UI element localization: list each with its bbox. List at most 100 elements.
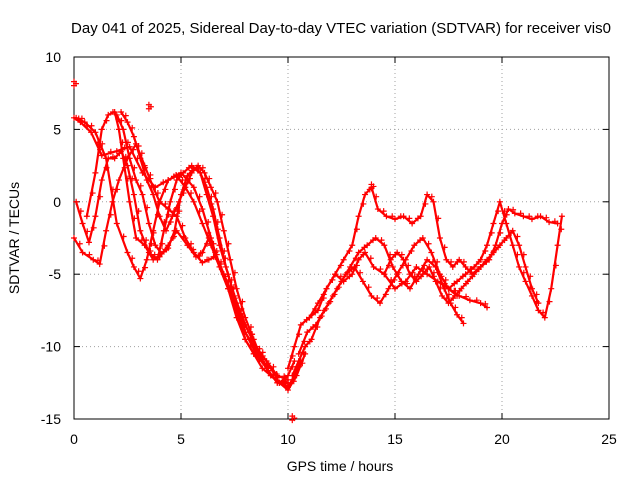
data-point <box>340 276 346 283</box>
data-point <box>118 117 125 124</box>
data-point <box>409 220 416 227</box>
data-point <box>424 191 431 198</box>
data-point <box>88 122 95 129</box>
data-point <box>497 229 504 236</box>
data-point <box>90 224 97 231</box>
data-point <box>516 242 523 249</box>
data-point <box>443 256 450 263</box>
data-point <box>387 251 394 258</box>
data-point <box>441 244 448 251</box>
data-point <box>179 177 186 184</box>
data-point <box>165 245 172 252</box>
data-point <box>180 169 187 176</box>
data-point <box>231 269 238 276</box>
data-point <box>154 256 161 263</box>
data-point <box>267 372 274 379</box>
data-point <box>329 276 336 283</box>
data-point <box>368 292 375 299</box>
data-point <box>520 251 527 258</box>
data-point <box>77 208 84 215</box>
data-point <box>448 258 455 265</box>
data-point <box>135 268 142 275</box>
data-point <box>176 208 183 215</box>
data-point <box>143 256 150 263</box>
data-point <box>147 171 154 178</box>
data-point <box>466 297 473 304</box>
data-point <box>113 220 120 227</box>
data-point <box>83 213 90 220</box>
data-point <box>488 229 495 236</box>
data-point <box>452 304 459 311</box>
data-point <box>276 379 283 386</box>
data-point <box>362 249 369 256</box>
data-point <box>517 210 524 217</box>
data-point <box>428 249 435 256</box>
data-point <box>180 233 187 240</box>
data-point <box>96 261 103 268</box>
data-point <box>526 213 533 220</box>
outlier-points <box>71 78 377 424</box>
data-point <box>145 220 152 227</box>
data-point <box>463 293 470 300</box>
data-point <box>389 213 396 220</box>
data-point <box>113 111 120 118</box>
data-point <box>449 263 456 270</box>
data-point <box>73 114 80 121</box>
data-point <box>186 175 193 182</box>
data-point <box>195 162 202 169</box>
data-point <box>398 251 405 258</box>
data-point <box>456 256 463 263</box>
data-point <box>411 242 418 249</box>
data-point <box>391 276 398 283</box>
data-point <box>179 222 186 229</box>
data-point <box>92 129 99 136</box>
outlier-point <box>370 183 377 190</box>
data-point <box>340 256 347 263</box>
data-point <box>496 242 503 249</box>
data-point <box>101 242 108 249</box>
data-point <box>381 242 388 249</box>
data-point <box>445 291 452 298</box>
data-point <box>242 336 249 343</box>
data-point <box>71 235 77 241</box>
data-point <box>296 331 303 338</box>
data-point <box>399 262 406 269</box>
data-point <box>543 214 550 221</box>
data-point <box>454 278 461 285</box>
data-point <box>413 263 420 270</box>
series-track-12 <box>289 235 461 379</box>
data-point <box>558 226 565 233</box>
data-point <box>546 219 553 226</box>
data-point <box>351 263 358 270</box>
data-point <box>546 298 553 305</box>
data-point <box>199 220 206 227</box>
data-point <box>169 213 176 220</box>
data-point <box>435 215 442 222</box>
data-point <box>537 213 544 220</box>
data-point <box>225 285 232 292</box>
data-point <box>214 226 221 233</box>
data-point <box>306 314 313 321</box>
data-point <box>352 255 359 262</box>
data-layer <box>71 78 565 424</box>
data-point <box>159 240 166 247</box>
data-point <box>353 226 360 233</box>
data-point <box>443 295 450 302</box>
data-point <box>143 237 150 244</box>
data-point <box>199 259 206 266</box>
data-point <box>332 271 339 278</box>
data-point <box>219 211 226 218</box>
data-point <box>98 126 105 133</box>
data-point <box>424 256 431 263</box>
data-point <box>133 235 140 241</box>
data-point <box>297 321 304 328</box>
data-point <box>528 216 535 223</box>
data-point <box>511 210 518 217</box>
data-point <box>387 256 394 263</box>
data-point <box>373 193 380 200</box>
data-point <box>428 193 435 200</box>
data-point <box>188 240 195 247</box>
data-point <box>212 190 219 197</box>
data-point <box>143 177 150 184</box>
data-point <box>535 300 542 307</box>
